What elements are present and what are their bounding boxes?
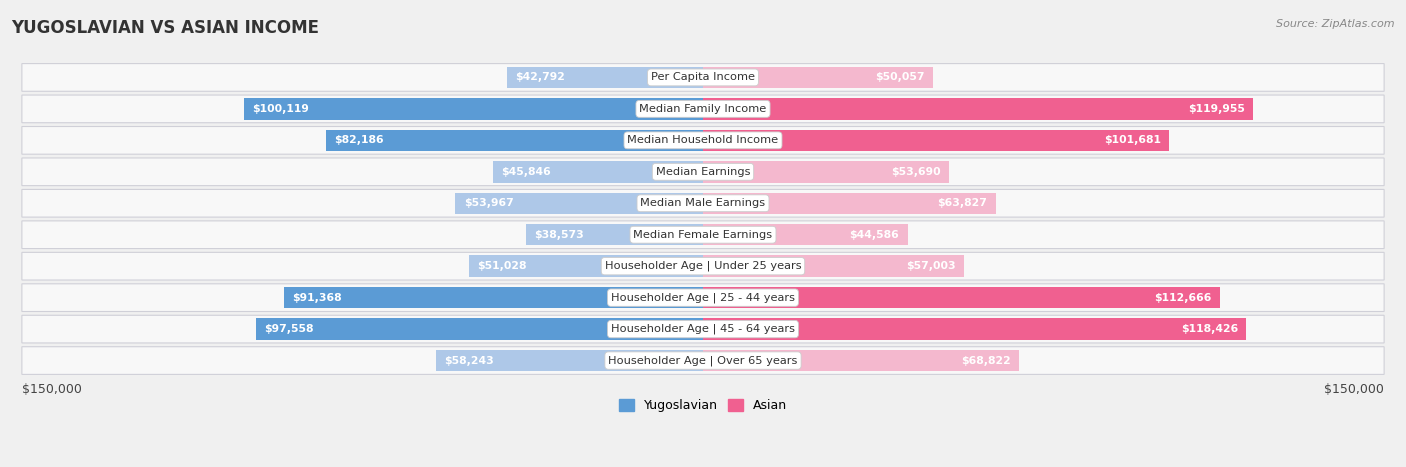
Bar bbox=[703, 192, 995, 214]
Text: $58,243: $58,243 bbox=[444, 355, 494, 366]
Text: YUGOSLAVIAN VS ASIAN INCOME: YUGOSLAVIAN VS ASIAN INCOME bbox=[11, 19, 319, 37]
Text: $100,119: $100,119 bbox=[252, 104, 309, 114]
Text: Per Capita Income: Per Capita Income bbox=[651, 72, 755, 83]
Bar bbox=[703, 287, 1220, 308]
Text: Householder Age | Under 25 years: Householder Age | Under 25 years bbox=[605, 261, 801, 271]
Bar bbox=[470, 255, 703, 277]
FancyBboxPatch shape bbox=[22, 190, 1384, 217]
Text: $63,827: $63,827 bbox=[938, 198, 987, 208]
Text: Median Male Earnings: Median Male Earnings bbox=[641, 198, 765, 208]
Bar bbox=[703, 350, 1019, 371]
Text: Source: ZipAtlas.com: Source: ZipAtlas.com bbox=[1277, 19, 1395, 28]
Text: Median Household Income: Median Household Income bbox=[627, 135, 779, 145]
Bar bbox=[526, 224, 703, 246]
Text: $45,846: $45,846 bbox=[501, 167, 551, 177]
Bar bbox=[284, 287, 703, 308]
Text: Median Family Income: Median Family Income bbox=[640, 104, 766, 114]
FancyBboxPatch shape bbox=[22, 284, 1384, 311]
Bar bbox=[436, 350, 703, 371]
Text: $42,792: $42,792 bbox=[515, 72, 565, 83]
Text: $44,586: $44,586 bbox=[849, 230, 900, 240]
Bar bbox=[703, 67, 932, 88]
Text: $119,955: $119,955 bbox=[1188, 104, 1244, 114]
FancyBboxPatch shape bbox=[22, 64, 1384, 91]
Text: $51,028: $51,028 bbox=[477, 261, 527, 271]
FancyBboxPatch shape bbox=[22, 95, 1384, 123]
Bar bbox=[256, 318, 703, 340]
Bar bbox=[703, 130, 1170, 151]
Text: Householder Age | Over 65 years: Householder Age | Over 65 years bbox=[609, 355, 797, 366]
Bar bbox=[456, 192, 703, 214]
Bar bbox=[703, 98, 1253, 120]
Legend: Yugoslavian, Asian: Yugoslavian, Asian bbox=[614, 394, 792, 417]
Text: $53,690: $53,690 bbox=[891, 167, 941, 177]
FancyBboxPatch shape bbox=[22, 252, 1384, 280]
Bar bbox=[703, 224, 907, 246]
FancyBboxPatch shape bbox=[22, 127, 1384, 154]
Text: $150,000: $150,000 bbox=[1324, 383, 1384, 396]
Text: $53,967: $53,967 bbox=[464, 198, 513, 208]
FancyBboxPatch shape bbox=[22, 221, 1384, 248]
Bar bbox=[243, 98, 703, 120]
FancyBboxPatch shape bbox=[22, 347, 1384, 375]
Bar bbox=[703, 318, 1246, 340]
Bar bbox=[703, 161, 949, 183]
Text: $101,681: $101,681 bbox=[1104, 135, 1161, 145]
Text: $38,573: $38,573 bbox=[534, 230, 583, 240]
Text: Median Female Earnings: Median Female Earnings bbox=[634, 230, 772, 240]
Text: $68,822: $68,822 bbox=[960, 355, 1011, 366]
Text: $50,057: $50,057 bbox=[875, 72, 924, 83]
Bar bbox=[492, 161, 703, 183]
Text: $57,003: $57,003 bbox=[907, 261, 956, 271]
FancyBboxPatch shape bbox=[22, 315, 1384, 343]
Text: $91,368: $91,368 bbox=[292, 293, 342, 303]
Text: $97,558: $97,558 bbox=[264, 324, 314, 334]
Text: $118,426: $118,426 bbox=[1181, 324, 1237, 334]
Text: Householder Age | 45 - 64 years: Householder Age | 45 - 64 years bbox=[612, 324, 794, 334]
Bar bbox=[703, 255, 965, 277]
Text: $82,186: $82,186 bbox=[335, 135, 384, 145]
Bar bbox=[326, 130, 703, 151]
Text: Householder Age | 25 - 44 years: Householder Age | 25 - 44 years bbox=[612, 292, 794, 303]
Bar bbox=[506, 67, 703, 88]
Text: Median Earnings: Median Earnings bbox=[655, 167, 751, 177]
Text: $112,666: $112,666 bbox=[1154, 293, 1212, 303]
FancyBboxPatch shape bbox=[22, 158, 1384, 186]
Text: $150,000: $150,000 bbox=[22, 383, 82, 396]
